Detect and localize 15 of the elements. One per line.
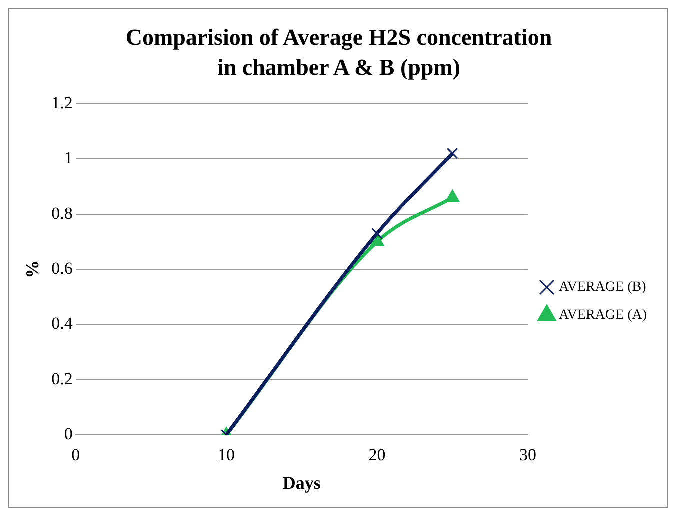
y-tick-label: 0 <box>64 424 73 444</box>
x-tick-label: 20 <box>368 446 386 465</box>
y-tick-label: 0.6 <box>52 258 73 278</box>
x-tick-label: 10 <box>218 446 236 465</box>
x-tick-label: 30 <box>519 446 536 465</box>
y-tick-label: 1 <box>64 148 73 168</box>
y-axis-title: % <box>22 260 42 278</box>
legend-label: AVERAGE (B) <box>558 280 647 296</box>
y-tick-label: 1.2 <box>52 93 73 112</box>
y-tick-label: 0.2 <box>52 369 73 388</box>
y-tick-label: 0.4 <box>52 314 74 334</box>
y-tick-label: 0.8 <box>52 204 73 223</box>
legend-label: AVERAGE (A) <box>558 308 648 324</box>
x-axis-title: Days <box>282 472 321 493</box>
chart-title: Comparision of Average H2S concentration in chamber A & B (ppm) <box>124 24 554 82</box>
